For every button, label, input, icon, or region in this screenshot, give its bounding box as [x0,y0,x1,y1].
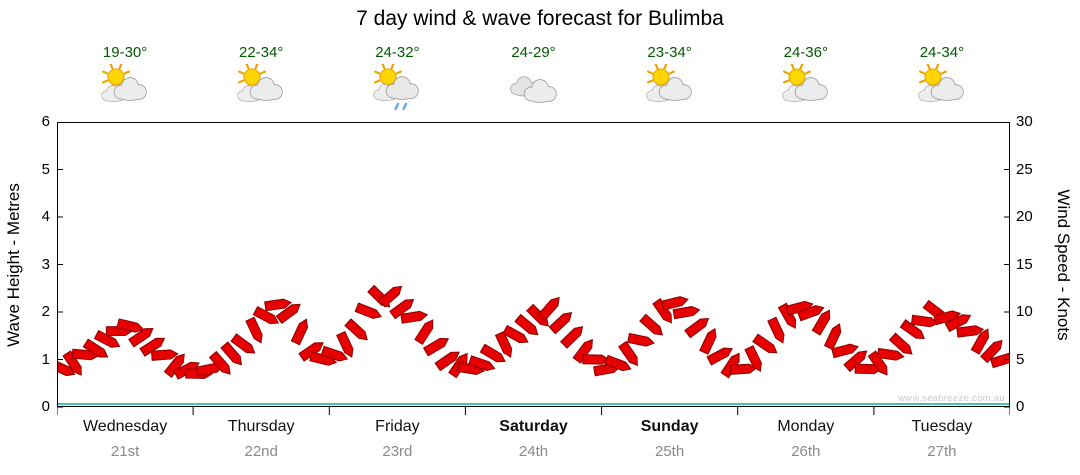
temp-range-saturday: 24-29° [511,44,556,61]
rain-icon [394,102,408,111]
right-tick-10: 10 [1016,303,1033,320]
sun-cloud-icon [99,63,151,114]
left-tick-5: 5 [41,160,50,178]
day-label-thursday: Thursday [227,418,295,435]
left-tick-4: 4 [41,208,50,225]
right-tick-30: 30 [1016,113,1033,130]
day-label-sunday: Sunday [640,418,699,435]
sun-cloud-icon [235,63,287,114]
temp-range-tuesday: 24-34° [919,44,965,61]
right-axis-label: Wind Speed - Knots [1054,189,1073,341]
day-label-monday: Monday [777,418,835,435]
cloud-icon [523,79,557,103]
right-tick-25: 25 [1016,160,1033,178]
watermark: www.seabreeze.com.au [898,393,1005,404]
right-tick-0: 0 [1016,398,1025,415]
day-label-wednesday: Wednesday [82,418,168,435]
axis-ticks [57,122,1010,415]
sun-cloud-icon [916,63,968,114]
left-tick-3: 3 [41,255,50,273]
day-date-friday: 23rd [382,443,413,460]
temp-range-sunday: 23-34° [647,44,692,61]
temp-range-monday: 24-36° [783,44,828,61]
cloud-icon [249,77,283,101]
page-title: 7 day wind & wave forecast for Bulimba [356,7,724,30]
plot-area [57,122,1010,415]
left-tick-1: 1 [41,350,50,368]
cloud-icon [508,64,560,114]
day-date-wednesday: 21st [110,443,140,460]
temp-range-thursday: 22-34° [239,44,284,61]
axis-box [57,122,1010,407]
day-label-tuesday: Tuesday [911,418,973,435]
temp-range-friday: 24-32° [375,44,420,61]
day-label-friday: Friday [375,418,420,435]
day-label-saturday: Saturday [499,418,568,435]
cloud-icon [658,77,692,101]
right-tick-20: 20 [1016,208,1033,225]
sun-cloud-icon [780,63,832,114]
wind-arrows [57,284,1010,380]
left-tick-0: 0 [41,398,50,415]
right-tick-15: 15 [1016,255,1033,273]
day-date-tuesday: 27th [927,443,957,460]
cloud-icon [930,77,964,101]
day-date-monday: 26th [791,443,821,460]
left-tick-6: 6 [41,113,50,130]
day-date-thursday: 22nd [244,443,278,460]
cloud-icon [113,77,147,101]
left-tick-2: 2 [41,303,50,320]
day-date-sunday: 25th [654,443,685,460]
sun-cloud-rain-icon [371,63,423,114]
sun-cloud-icon [644,63,696,114]
right-tick-5: 5 [1016,350,1025,368]
day-date-saturday: 24th [518,443,549,460]
temp-range-wednesday: 19-30° [102,44,148,61]
cloud-icon [386,76,420,100]
cloud-icon [794,77,828,101]
